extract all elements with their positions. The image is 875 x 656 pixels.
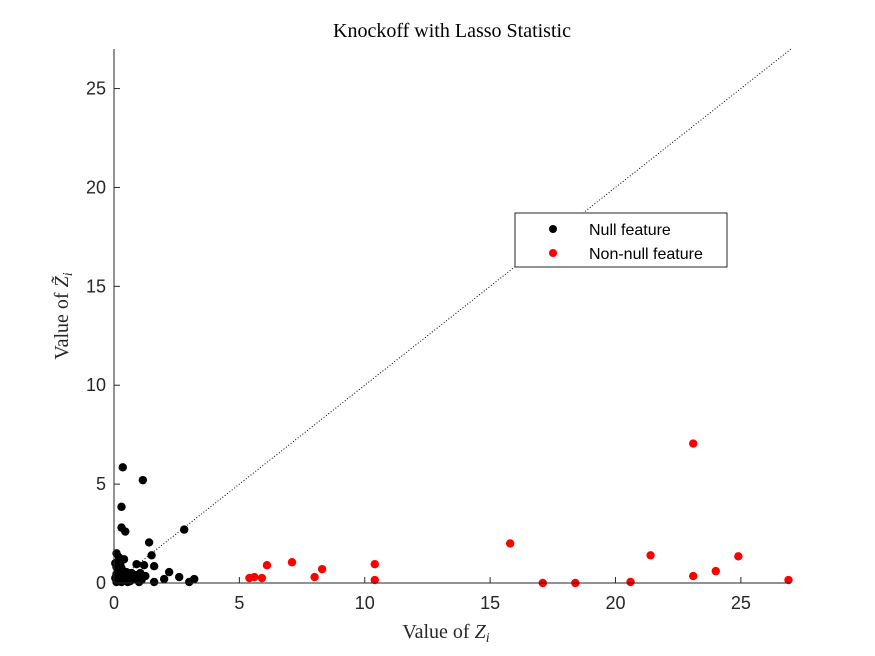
data-point: [132, 560, 141, 569]
x-tick-label: 15: [480, 593, 500, 613]
legend: Null feature Non-null feature: [514, 212, 728, 268]
y-tick-label: 5: [96, 474, 106, 494]
data-point: [139, 561, 149, 570]
data-point: [287, 558, 297, 567]
data-point: [646, 551, 655, 560]
series-null-feature: [111, 463, 199, 587]
plot-area: [114, 49, 791, 583]
data-point: [784, 575, 793, 585]
data-point: [310, 572, 319, 582]
y-axis-label: Value of Z̃i: [50, 272, 76, 359]
data-point: [262, 561, 272, 570]
data-point: [250, 572, 259, 582]
data-point: [117, 502, 126, 512]
data-point: [711, 566, 720, 576]
points-layer: [111, 439, 793, 588]
legend-marker-null: [549, 225, 557, 233]
legend-box: [514, 212, 728, 268]
x-tick-label: 0: [109, 593, 119, 613]
data-point: [370, 560, 379, 569]
data-point: [505, 539, 515, 548]
chart-title: Knockoff with Lasso Statistic: [333, 20, 571, 42]
x-tick-label: 25: [731, 593, 751, 613]
data-point: [689, 571, 698, 581]
data-point: [126, 576, 135, 586]
data-point: [689, 439, 698, 448]
y-axis-label-subscript: i: [61, 272, 76, 276]
y-tick-label: 20: [86, 177, 106, 197]
data-point: [149, 561, 159, 571]
legend-label-null: Null feature: [589, 222, 671, 239]
data-point: [134, 577, 144, 587]
legend-label-non-null: Non-null feature: [589, 246, 703, 263]
axes: [113, 49, 791, 584]
legend-marker-non-null: [549, 249, 557, 257]
data-point: [317, 564, 327, 574]
data-point: [118, 463, 127, 472]
data-point: [144, 538, 154, 547]
data-point: [174, 572, 184, 582]
y-tick-label: 10: [86, 375, 106, 395]
data-point: [159, 574, 169, 584]
x-axis-label-symbol: Z: [475, 621, 487, 643]
data-point: [370, 575, 379, 585]
data-point: [113, 572, 122, 582]
y-tick-label: 25: [86, 79, 106, 99]
data-point: [121, 527, 130, 536]
y-axis-label-text: Value of: [51, 287, 73, 359]
data-point: [626, 577, 635, 587]
x-axis-label-text: Value of: [402, 621, 474, 643]
data-point: [734, 552, 743, 561]
data-point: [138, 475, 148, 485]
y-tick-label: 15: [86, 276, 106, 296]
y-ticks: 0 5 10 15 20 25: [86, 79, 120, 593]
data-point: [257, 573, 267, 583]
data-point: [180, 525, 189, 534]
data-point: [164, 567, 174, 577]
y-axis-label-symbol: Z̃: [50, 275, 73, 287]
x-axis-label: Value of Zi: [402, 621, 489, 646]
y-tick-label: 0: [96, 573, 106, 593]
x-axis-label-subscript: i: [486, 631, 490, 646]
data-point: [147, 551, 156, 560]
data-point: [149, 577, 159, 587]
x-tick-label: 5: [234, 593, 244, 613]
x-tick-label: 20: [605, 593, 625, 613]
x-ticks: 0 5 10 15 20 25: [109, 577, 751, 613]
data-point: [185, 577, 194, 587]
x-tick-label: 10: [355, 593, 375, 613]
series-non-null-feature: [245, 439, 793, 588]
